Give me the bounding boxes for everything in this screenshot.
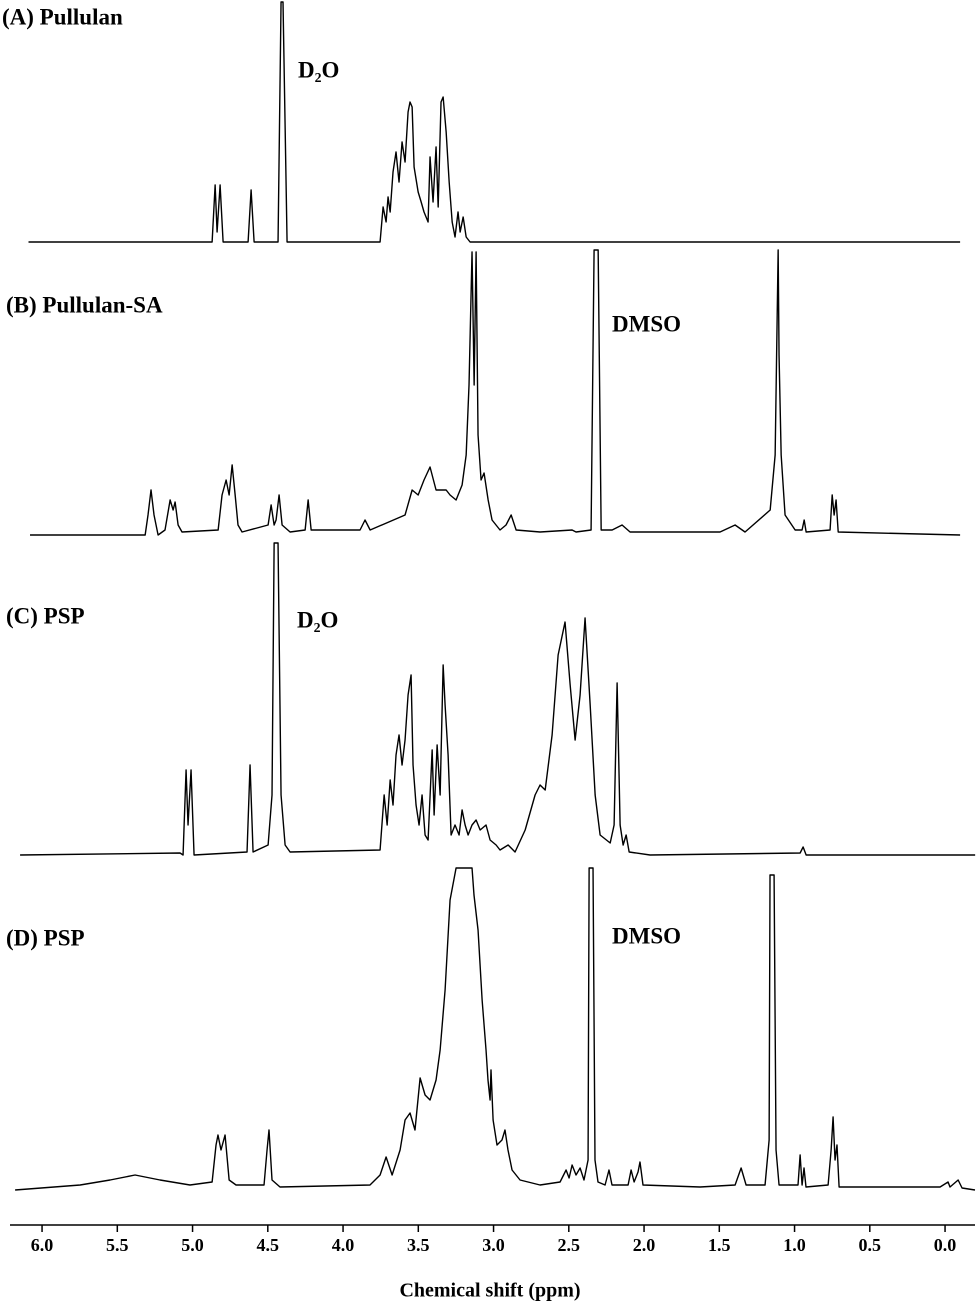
x-tick-label: 0.0 — [934, 1235, 957, 1255]
panel-label: (B) Pullulan-SA — [6, 292, 163, 317]
x-tick-label: 4.0 — [332, 1235, 355, 1255]
x-tick-label: 0.5 — [859, 1235, 882, 1255]
x-tick-label: 5.0 — [181, 1235, 204, 1255]
x-tick-label: 3.0 — [482, 1235, 505, 1255]
x-tick-label: 1.5 — [708, 1235, 731, 1255]
peak-annotation: D₂O — [297, 607, 338, 632]
x-tick-label: 1.0 — [783, 1235, 806, 1255]
panel-label: (A) Pullulan — [2, 4, 123, 29]
x-tick-label: 5.5 — [106, 1235, 129, 1255]
panel-label: (D) PSP — [6, 925, 85, 950]
x-tick-label: 4.5 — [257, 1235, 280, 1255]
x-tick-label: 3.5 — [407, 1235, 430, 1255]
peak-annotation: DMSO — [612, 311, 681, 336]
peak-annotation: D₂O — [298, 57, 339, 82]
panel-label: (C) PSP — [6, 603, 85, 628]
x-tick-label: 2.0 — [633, 1235, 656, 1255]
x-axis-label: Chemical shift (ppm) — [399, 1280, 580, 1302]
spectrum-trace — [15, 867, 976, 1191]
spectrum-trace — [20, 542, 976, 856]
peak-annotation: DMSO — [612, 923, 681, 948]
x-tick-label: 6.0 — [31, 1235, 54, 1255]
spectrum-trace — [28, 1, 961, 243]
spectrum-trace — [30, 249, 961, 536]
x-tick-label: 2.5 — [558, 1235, 581, 1255]
